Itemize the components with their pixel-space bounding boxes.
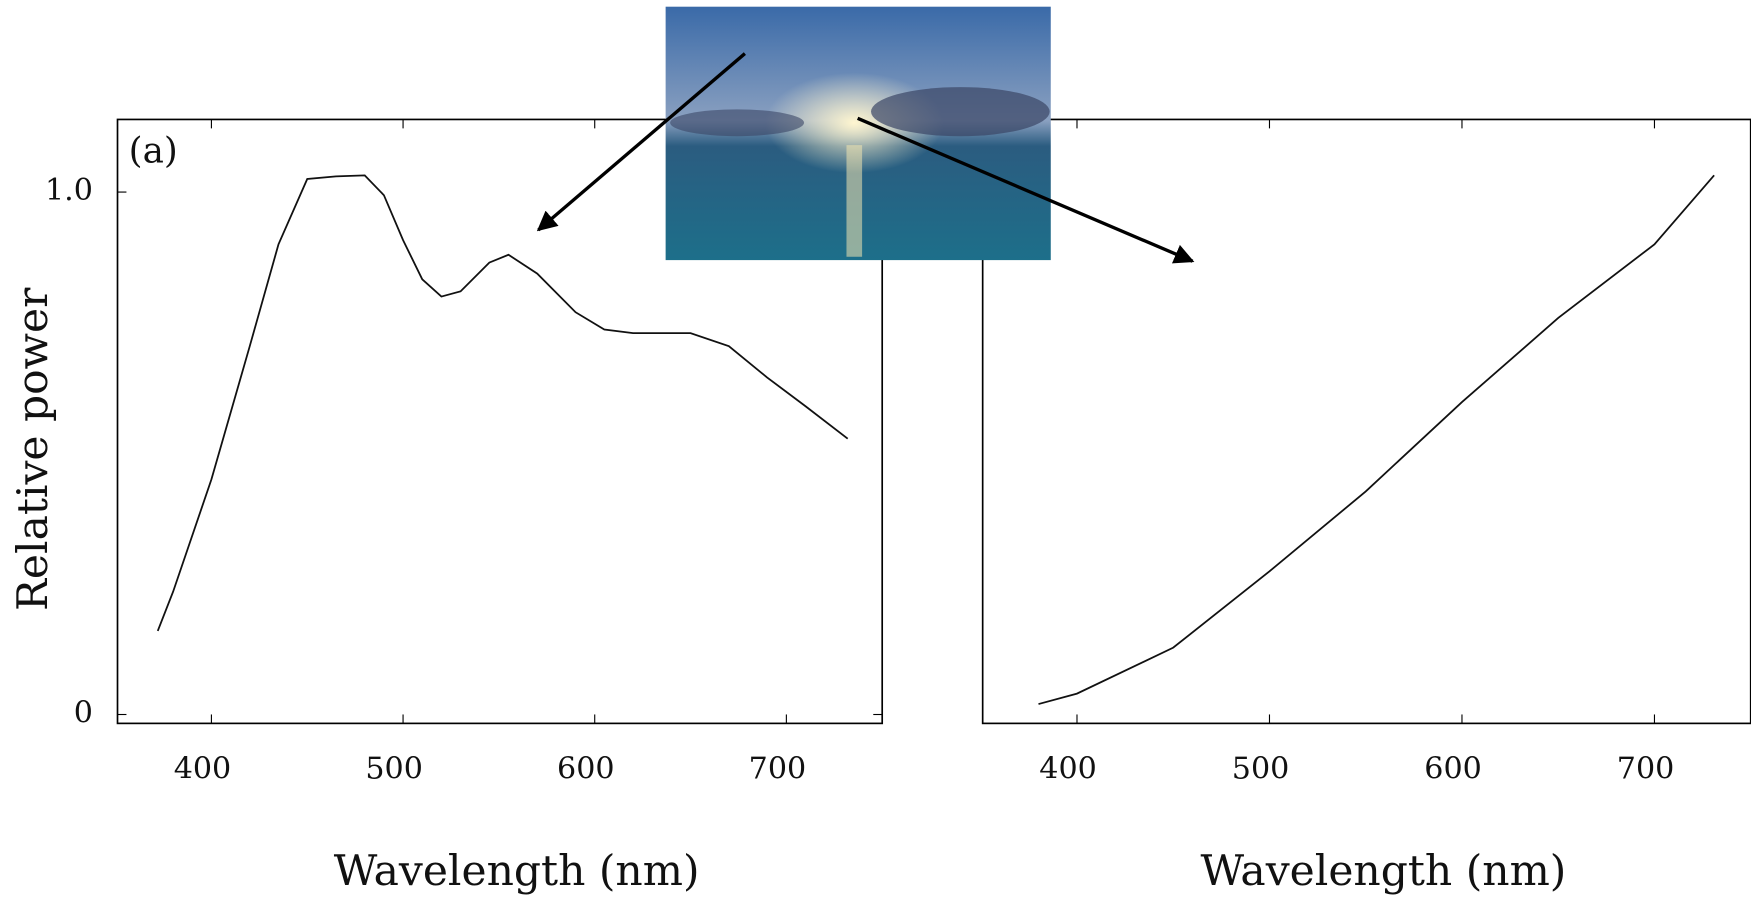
plot-frame: [116, 118, 884, 725]
plot-frame: [981, 118, 1751, 725]
data-line: [156, 174, 849, 632]
data-line: [1038, 174, 1715, 705]
x-tick-label: 400: [174, 751, 232, 786]
x-tick-label: 500: [1232, 751, 1290, 786]
x-tick-label: 700: [749, 751, 807, 786]
y-tick-label: 1.0: [45, 173, 93, 208]
x-tick-label: 600: [557, 751, 615, 786]
x-tick-label: 500: [365, 751, 423, 786]
panel-annotation: (a): [129, 130, 178, 171]
arrow: [536, 52, 746, 232]
x-axis-label: Wavelength (nm): [334, 847, 700, 896]
photo: [665, 6, 1051, 261]
y-tick-label: 0: [74, 696, 93, 731]
x-tick-label: 600: [1424, 751, 1482, 786]
y-axis-label: Relative power: [9, 287, 58, 611]
x-tick-label: 700: [1617, 751, 1675, 786]
x-tick-label: 400: [1039, 751, 1097, 786]
arrow: [856, 116, 1195, 264]
x-axis-label: Wavelength (nm): [1201, 847, 1567, 896]
